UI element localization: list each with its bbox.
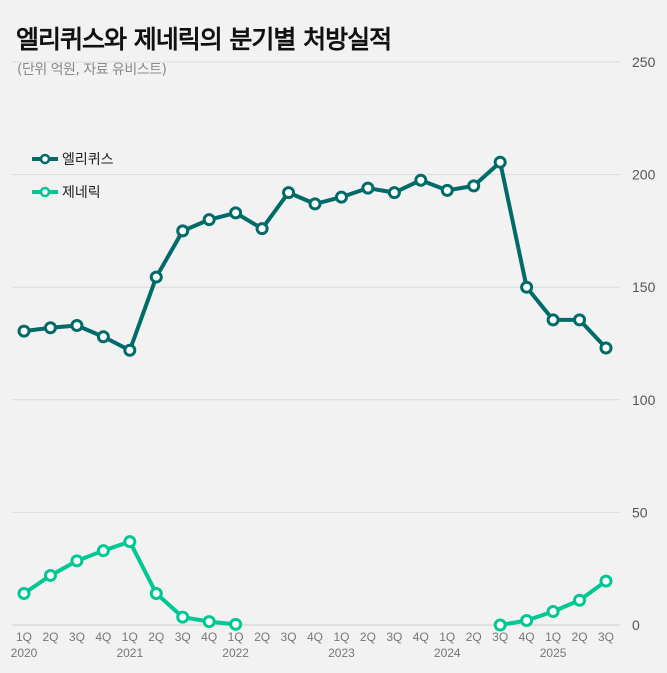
- data-point: [599, 341, 613, 355]
- data-point: [202, 615, 216, 629]
- x-tick-label: 3Q: [492, 630, 508, 644]
- x-year-label: 2020: [11, 646, 38, 660]
- y-tick-label: 50: [632, 504, 648, 520]
- x-tick-label: 4Q: [519, 630, 535, 644]
- data-point: [414, 173, 428, 187]
- x-tick-label: 4Q: [307, 630, 323, 644]
- y-tick-label: 100: [632, 392, 656, 408]
- x-tick-label: 2Q: [148, 630, 164, 644]
- x-tick-label: 1Q: [228, 630, 244, 644]
- x-year-label: 2024: [434, 646, 461, 660]
- x-tick-label: 2Q: [254, 630, 270, 644]
- data-point: [202, 213, 216, 227]
- data-point: [520, 613, 534, 627]
- data-point: [229, 206, 243, 220]
- y-tick-label: 200: [632, 167, 656, 183]
- data-point: [96, 330, 110, 344]
- x-tick-label: 3Q: [281, 630, 297, 644]
- legend-marker: [39, 153, 51, 165]
- x-tick-label: 1Q: [333, 630, 349, 644]
- x-tick-label: 1Q: [545, 630, 561, 644]
- x-year-label: 2021: [116, 646, 143, 660]
- data-point: [176, 224, 190, 238]
- x-tick-label: 3Q: [386, 630, 402, 644]
- x-tick-label: 2Q: [572, 630, 588, 644]
- data-point: [70, 318, 84, 332]
- x-tick-label: 4Q: [413, 630, 429, 644]
- x-year-label: 2025: [540, 646, 567, 660]
- legend-label: 제네릭: [62, 185, 101, 201]
- data-point: [440, 183, 454, 197]
- data-point: [70, 554, 84, 568]
- data-point: [599, 574, 613, 588]
- x-tick-label: 3Q: [175, 630, 191, 644]
- chart-title: 엘리퀴스와 제네릭의 분기별 처방실적: [16, 25, 392, 54]
- data-point: [282, 186, 296, 200]
- data-point: [467, 179, 481, 193]
- x-tick-label: 1Q: [439, 630, 455, 644]
- data-point: [308, 197, 322, 211]
- data-point: [17, 586, 31, 600]
- data-point: [546, 604, 560, 618]
- chart-subtitle: (단위 억원, 자료 유비스트): [17, 62, 167, 78]
- x-tick-label: 2Q: [42, 630, 58, 644]
- data-point: [123, 535, 137, 549]
- x-tick-label: 4Q: [95, 630, 111, 644]
- series-line-eliquis: [23, 160, 608, 353]
- data-point: [493, 155, 507, 169]
- data-point: [43, 321, 57, 335]
- data-point: [176, 610, 190, 624]
- x-tick-label: 2Q: [360, 630, 376, 644]
- x-tick-label: 3Q: [69, 630, 85, 644]
- data-point: [255, 222, 269, 236]
- x-tick-label: 1Q: [122, 630, 138, 644]
- data-point: [520, 280, 534, 294]
- legend-label: 엘리퀴스: [62, 152, 114, 168]
- y-tick-label: 250: [632, 54, 656, 70]
- x-tick-label: 3Q: [598, 630, 614, 644]
- x-year-label: 2022: [222, 646, 249, 660]
- data-point: [17, 324, 31, 338]
- data-point: [334, 190, 348, 204]
- x-tick-label: 4Q: [201, 630, 217, 644]
- y-tick-label: 150: [632, 279, 656, 295]
- data-point: [387, 186, 401, 200]
- data-point: [361, 181, 375, 195]
- data-point: [493, 618, 507, 632]
- data-point: [573, 313, 587, 327]
- data-point: [96, 544, 110, 558]
- y-tick-label: 0: [632, 617, 640, 633]
- data-point: [573, 593, 587, 607]
- data-point: [43, 568, 57, 582]
- x-tick-label: 2Q: [466, 630, 482, 644]
- x-tick-label: 1Q: [16, 630, 32, 644]
- data-point: [123, 343, 137, 357]
- series-line-generic: [22, 539, 608, 627]
- data-point: [149, 270, 163, 284]
- legend-marker: [39, 186, 51, 198]
- data-point: [546, 313, 560, 327]
- data-point: [149, 586, 163, 600]
- x-year-label: 2023: [328, 646, 355, 660]
- data-point: [229, 617, 243, 631]
